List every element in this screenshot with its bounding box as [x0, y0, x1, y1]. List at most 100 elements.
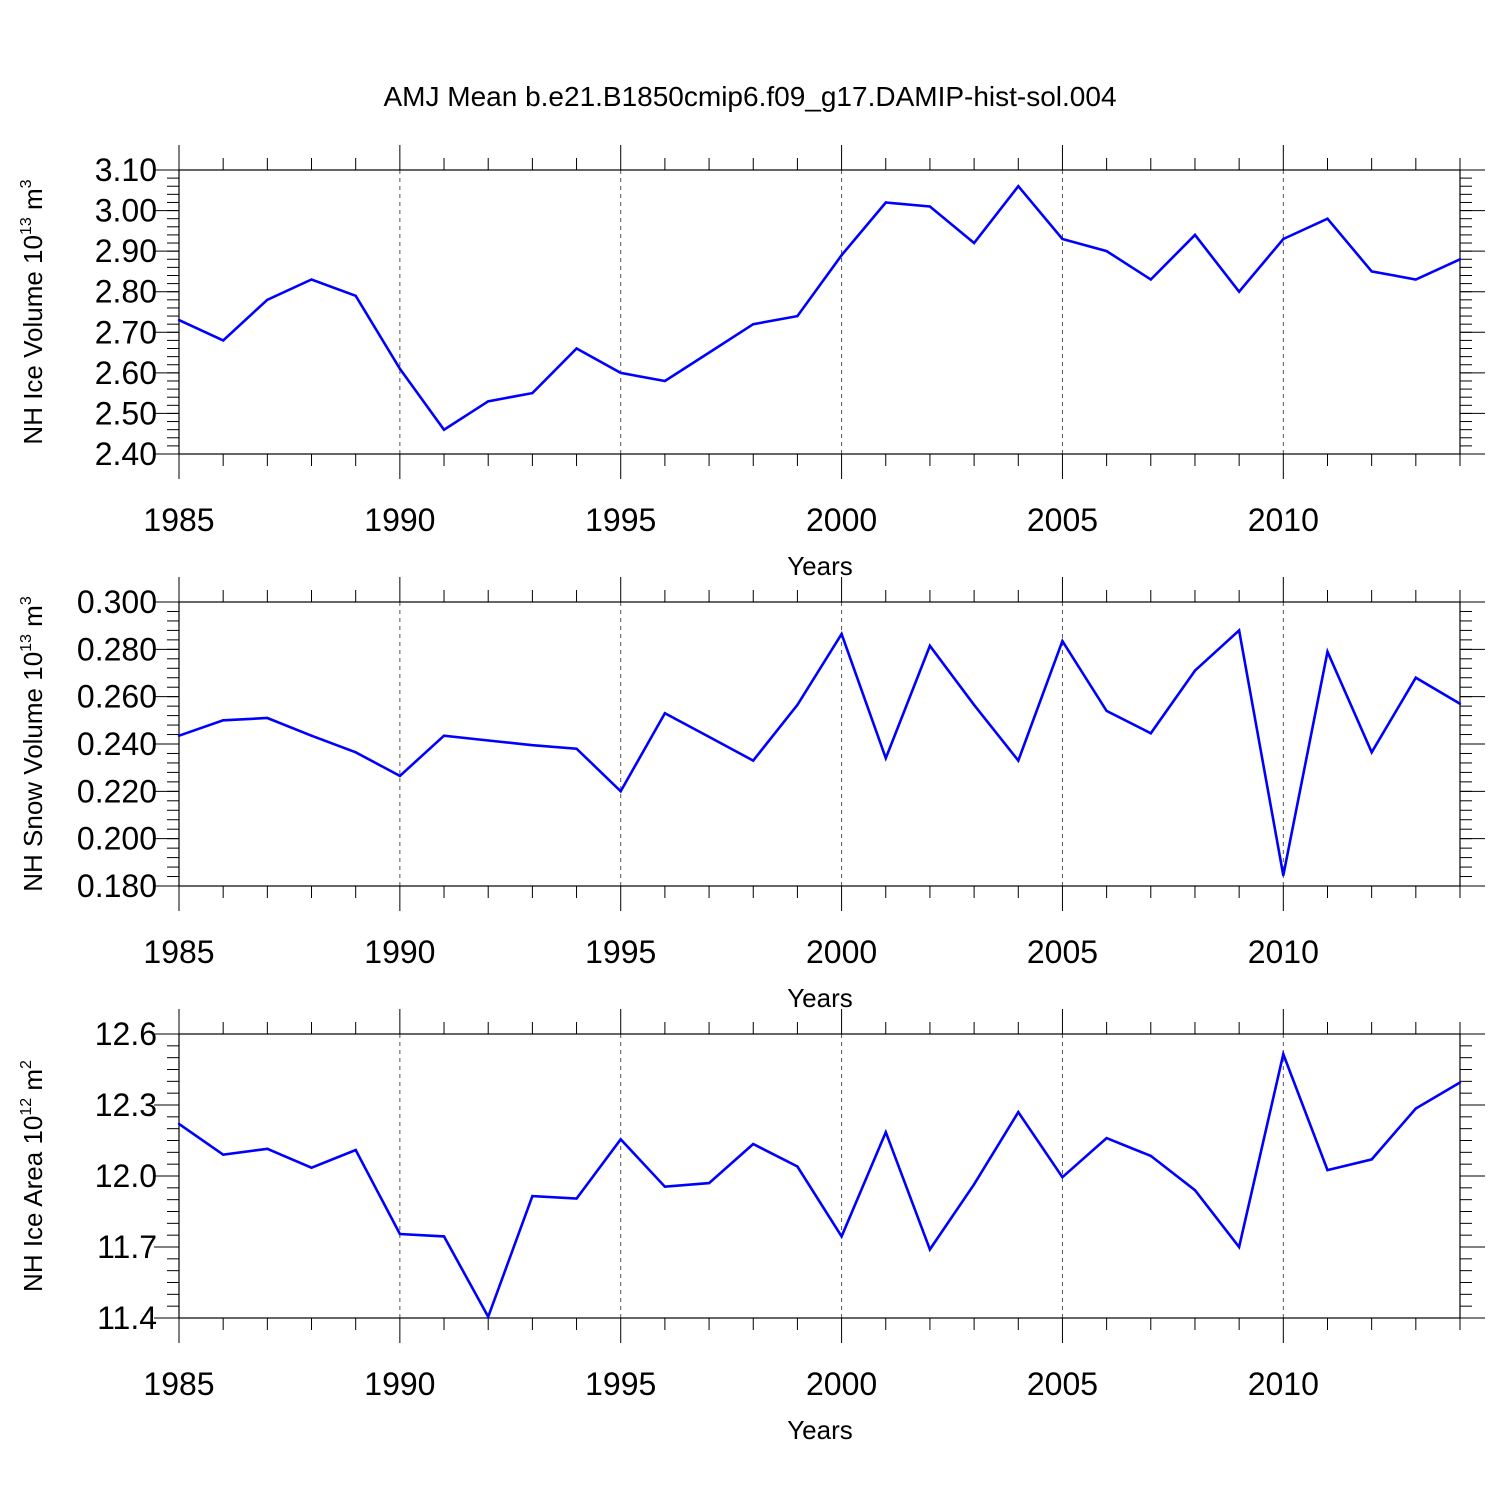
ice-area-x-tick-label: 1985 [143, 1366, 214, 1402]
snow-volume-data-point [1105, 709, 1108, 713]
snow-volume-data-point [752, 759, 755, 762]
ice-area-data-point [575, 1197, 578, 1200]
ice-volume-y-tick-label: 2.40 [95, 436, 157, 472]
ice-volume-y-tick-label: 2.60 [95, 355, 157, 391]
ice-area-data-point [442, 1235, 446, 1238]
snow-volume-data-point [1149, 732, 1152, 735]
ice-area-data-point [1370, 1158, 1373, 1161]
ice-area-x-tick-label: 1990 [364, 1366, 435, 1402]
ice-volume-data-point [619, 371, 622, 375]
snow-volume-data-point [398, 774, 402, 778]
ice-area-x-tick-label: 2000 [806, 1366, 877, 1402]
ice-area-data-point [1326, 1168, 1329, 1172]
ice-area-y-tick-label: 12.3 [95, 1087, 157, 1123]
snow-volume-x-tick-label: 2000 [806, 934, 877, 970]
snow-volume-data-point [928, 644, 932, 647]
ice-volume-data-point [177, 318, 181, 322]
snow-volume-y-axis-title: NH Snow Volume 1013 m3 [18, 596, 48, 892]
ice-area-data-point [1105, 1136, 1108, 1140]
ice-volume-data-point [707, 351, 711, 354]
panels: 2.40 2.50 2.60 2.70 2.80 2.90 3.00 3.10 1985 1990… [18, 145, 1485, 1445]
ice-volume-data-point [442, 428, 446, 431]
snow-volume-series-line [178, 627, 1461, 876]
snow-volume-data-point [177, 734, 181, 737]
snow-volume-data-point [1326, 650, 1329, 653]
ice-area-data-point [1458, 1081, 1462, 1084]
ice-volume-data-point [972, 241, 976, 245]
ice-area-data-point [1193, 1189, 1197, 1192]
snow-volume-data-point [884, 757, 887, 760]
figure-title: AMJ Mean b.e21.B1850cmip6.f09_g17.DAMIP-… [383, 81, 1116, 112]
ice-volume-y-axis-title: NH Ice Volume 1013 m3 [18, 179, 48, 444]
ice-area-data-point [354, 1148, 357, 1152]
ice-area-y-tick-label: 12.6 [95, 1016, 157, 1052]
ice-area-series-line [178, 1049, 1461, 1320]
ice-area-data-point [266, 1147, 269, 1150]
snow-volume-data-point [1061, 639, 1064, 643]
ice-volume-data-point [1237, 290, 1241, 293]
ice-area-data-point [1061, 1175, 1064, 1179]
ice-volume-data-point [840, 254, 843, 257]
ice-volume-y-tick-label: 2.50 [95, 395, 157, 431]
snow-volume-data-point [221, 719, 225, 722]
snow-volume-data-point [840, 632, 843, 636]
snow-volume-x-tick-label: 2010 [1248, 934, 1319, 970]
ice-area-data-point [1282, 1052, 1285, 1056]
ice-volume-data-point [266, 298, 269, 302]
snow-volume-data-point [1193, 669, 1197, 672]
snow-volume-y-tick-label: 0.180 [77, 868, 157, 904]
ice-volume-y-tick-label: 2.90 [95, 233, 157, 269]
ice-area-data-point [752, 1142, 755, 1146]
ice-volume-y-tick-label: 3.00 [95, 193, 157, 229]
ice-volume-data-point [1105, 249, 1108, 253]
ice-volume-data-point [398, 367, 402, 370]
ice-area-y-tick-label: 11.7 [97, 1229, 157, 1265]
ice-volume-data-point [1414, 278, 1418, 281]
ice-volume-data-point [1282, 237, 1285, 241]
ice-volume-x-tick-label: 1995 [585, 502, 656, 538]
ice-volume-data-point [531, 391, 534, 395]
snow-volume-x-tick-label: 2005 [1027, 934, 1098, 970]
ice-volume-data-point [1370, 270, 1373, 273]
snow-volume-y-tick-label: 0.300 [77, 584, 157, 620]
ice-area-data-point [663, 1185, 667, 1188]
ice-volume-data-point [663, 379, 667, 383]
ice-area-data-point [310, 1166, 313, 1169]
ice-area-data-point [487, 1315, 490, 1319]
ice-volume-data-point [354, 294, 357, 297]
ice-volume-data-point [1458, 258, 1462, 261]
ice-area-data-point [840, 1235, 843, 1238]
ice-volume-data-point [310, 278, 313, 281]
snow-volume-panel: 0.180 0.200 0.220 0.240 0.260 0.280 0.300 1985 1… [18, 577, 1485, 1013]
snow-volume-data-point [531, 743, 534, 747]
ice-volume-data-point [487, 400, 490, 403]
ice-volume-x-tick-label: 2005 [1027, 502, 1098, 538]
ice-area-data-point [707, 1181, 711, 1185]
ice-volume-data-point [1017, 185, 1020, 188]
snow-volume-data-point [796, 703, 799, 707]
ice-volume-data-point [1061, 237, 1064, 241]
snow-volume-data-point [972, 703, 976, 707]
snow-volume-data-point [354, 751, 357, 754]
ice-volume-data-point [752, 322, 755, 326]
ice-area-data-point [221, 1153, 225, 1156]
ice-volume-data-point [884, 201, 887, 204]
ice-area-data-point [1237, 1245, 1241, 1249]
ice-area-data-point [1149, 1154, 1152, 1158]
ice-area-y-tick-label: 12.0 [95, 1158, 157, 1194]
snow-volume-y-tick-label: 0.260 [77, 679, 157, 715]
snow-volume-y-tick-label: 0.200 [77, 821, 157, 857]
snow-volume-data-point [1458, 702, 1462, 705]
ice-area-data-point [398, 1232, 402, 1236]
ice-volume-series-line [178, 184, 1461, 432]
snow-volume-data-point [1414, 676, 1418, 679]
snow-volume-y-tick-label: 0.240 [77, 726, 157, 762]
ice-volume-x-tick-label: 1990 [364, 502, 435, 538]
ice-volume-data-point [796, 314, 799, 318]
snow-volume-data-point [266, 716, 269, 720]
ice-area-data-point [928, 1248, 932, 1251]
ice-area-x-axis-title: Years [787, 1415, 853, 1445]
ice-volume-data-point [1326, 217, 1329, 220]
ice-area-panel: 11.4 11.7 12.0 12.3 12.6 1985 1990 1995 2000 2005… [18, 1009, 1485, 1445]
snow-volume-data-point [487, 739, 490, 742]
